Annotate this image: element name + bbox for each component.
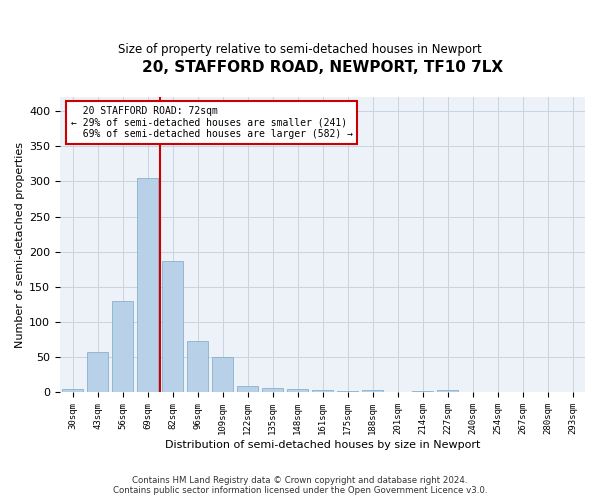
- Title: 20, STAFFORD ROAD, NEWPORT, TF10 7LX: 20, STAFFORD ROAD, NEWPORT, TF10 7LX: [142, 60, 503, 75]
- Bar: [187, 341, 208, 392]
- Text: Size of property relative to semi-detached houses in Newport: Size of property relative to semi-detach…: [118, 42, 482, 56]
- Bar: [312, 390, 333, 392]
- Text: 20 STAFFORD ROAD: 72sqm
← 29% of semi-detached houses are smaller (241)
  69% of: 20 STAFFORD ROAD: 72sqm ← 29% of semi-de…: [71, 106, 353, 139]
- Bar: [137, 178, 158, 392]
- Bar: [337, 391, 358, 392]
- Bar: [262, 388, 283, 392]
- Bar: [412, 391, 433, 392]
- Bar: [112, 301, 133, 392]
- Bar: [362, 390, 383, 392]
- X-axis label: Distribution of semi-detached houses by size in Newport: Distribution of semi-detached houses by …: [165, 440, 480, 450]
- Y-axis label: Number of semi-detached properties: Number of semi-detached properties: [15, 142, 25, 348]
- Bar: [162, 261, 183, 392]
- Bar: [437, 390, 458, 392]
- Text: Contains HM Land Registry data © Crown copyright and database right 2024.
Contai: Contains HM Land Registry data © Crown c…: [113, 476, 487, 495]
- Bar: [212, 358, 233, 392]
- Bar: [87, 352, 108, 393]
- Bar: [237, 386, 258, 392]
- Bar: [62, 389, 83, 392]
- Bar: [287, 389, 308, 392]
